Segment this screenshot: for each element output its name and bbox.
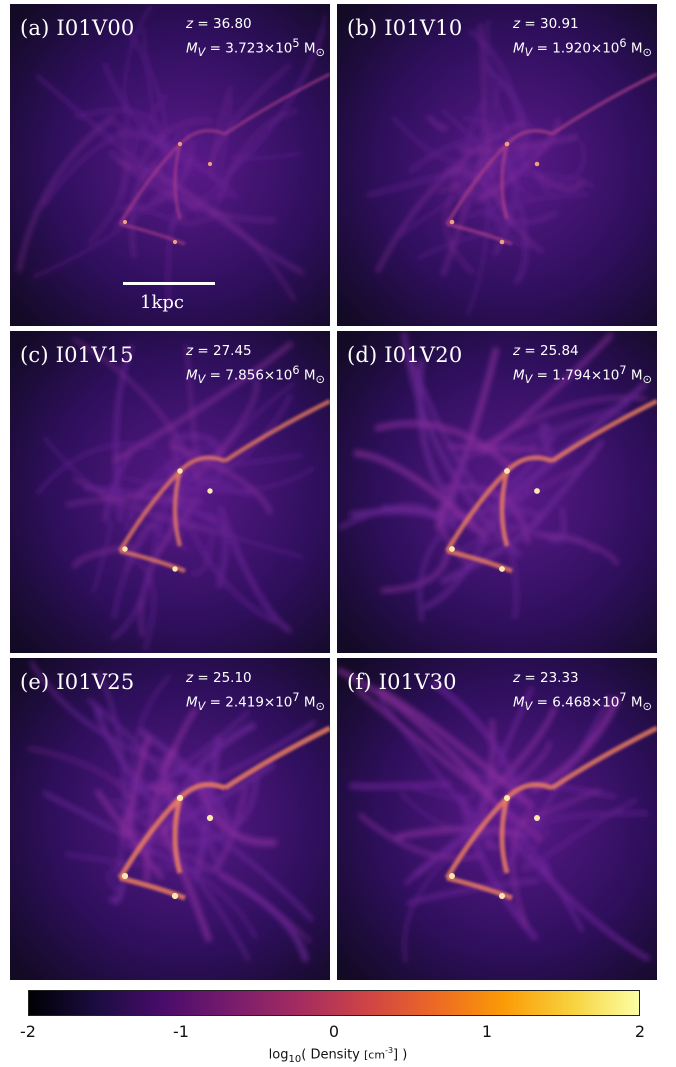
mass-symbol: M [513,41,525,57]
mass-value: = 2.419×10 [210,695,293,711]
mass-value: = 1.920×10 [537,41,620,57]
redshift-symbol: z [186,16,193,32]
redshift-symbol: z [513,343,520,359]
scale-bar [123,282,215,285]
colorbar-tick: 0 [329,1022,339,1041]
solar-mass-unit: M [631,41,643,57]
sun-symbol: ⊙ [316,700,325,713]
sun-symbol: ⊙ [643,373,652,386]
colorbar-tick: 1 [482,1022,492,1041]
solar-mass-unit: M [631,695,643,711]
panel-label-f: (f) I01V30 [347,670,457,694]
panel-label-e: (e) I01V25 [20,670,134,694]
sun-symbol: ⊙ [643,700,652,713]
redshift-value: = 23.33 [524,670,578,686]
panel-info-d: z = 25.84 MV = 1.794×107 M⊙ [513,341,652,390]
sun-symbol: ⊙ [643,46,652,59]
mass-symbol: M [186,695,198,711]
colorbar-label-base: 10 [289,1054,302,1065]
mass-symbol: M [186,368,198,384]
mass-symbol: M [513,368,525,384]
mass-subscript: V [525,373,533,386]
mass-subscript: V [525,700,533,713]
redshift-symbol: z [186,670,193,686]
redshift-symbol: z [513,16,520,32]
solar-mass-unit: M [631,368,643,384]
panel-b: (b) I01V10 z = 30.91 MV = 1.920×106 M⊙ [337,4,657,326]
panel-c: (c) I01V15 z = 27.45 MV = 7.856×106 M⊙ [10,331,330,653]
redshift-value: = 25.10 [197,670,251,686]
solar-mass-unit: M [304,695,316,711]
mass-subscript: V [198,46,206,59]
panel-label-b: (b) I01V10 [347,16,462,40]
scale-bar-label: 1kpc [140,292,184,313]
colorbar-label-end: ] ) [393,1047,407,1062]
colorbar-label-exponent: -3 [385,1046,393,1055]
panel-info-f: z = 23.33 MV = 6.468×107 M⊙ [513,668,652,717]
redshift-value: = 30.91 [524,16,578,32]
solar-mass-unit: M [304,368,316,384]
colorbar-tick: -1 [173,1022,189,1041]
mass-exponent: 5 [292,37,299,50]
colorbar-label: log10( Density [cm-3] ) [0,1046,676,1065]
mass-exponent: 6 [292,364,299,377]
mass-exponent: 6 [619,37,626,50]
colorbar-label-unit: [cm [364,1048,385,1061]
colorbar [28,990,640,1016]
panel-info-b: z = 30.91 MV = 1.920×106 M⊙ [513,14,652,63]
panel-label-d: (d) I01V20 [347,343,462,367]
panel-label-c: (c) I01V15 [20,343,134,367]
mass-subscript: V [198,700,206,713]
mass-symbol: M [513,695,525,711]
mass-value: = 6.468×10 [537,695,620,711]
panel-d: (d) I01V20 z = 25.84 MV = 1.794×107 M⊙ [337,331,657,653]
sun-symbol: ⊙ [316,46,325,59]
solar-mass-unit: M [304,41,316,57]
mass-exponent: 7 [619,691,626,704]
mass-value: = 1.794×10 [537,368,620,384]
redshift-symbol: z [513,670,520,686]
mass-exponent: 7 [619,364,626,377]
mass-value: = 7.856×10 [210,368,293,384]
mass-subscript: V [198,373,206,386]
panel-e: (e) I01V25 z = 25.10 MV = 2.419×107 M⊙ [10,658,330,980]
redshift-value: = 27.45 [197,343,251,359]
mass-subscript: V [525,46,533,59]
redshift-value: = 36.80 [197,16,251,32]
mass-symbol: M [186,41,198,57]
mass-value: = 3.723×10 [210,41,293,57]
panel-a: (a) I01V00 z = 36.80 MV = 3.723×105 M⊙ 1… [10,4,330,326]
redshift-value: = 25.84 [524,343,578,359]
sun-symbol: ⊙ [316,373,325,386]
panel-f: (f) I01V30 z = 23.33 MV = 6.468×107 M⊙ [337,658,657,980]
panel-label-a: (a) I01V00 [20,16,135,40]
redshift-symbol: z [186,343,193,359]
panel-info-a: z = 36.80 MV = 3.723×105 M⊙ [186,14,325,63]
colorbar-tick: -2 [20,1022,36,1041]
mass-exponent: 7 [292,691,299,704]
colorbar-label-quantity: ( Density [301,1047,364,1062]
panel-info-e: z = 25.10 MV = 2.419×107 M⊙ [186,668,325,717]
colorbar-tick: 2 [635,1022,645,1041]
panel-info-c: z = 27.45 MV = 7.856×106 M⊙ [186,341,325,390]
colorbar-label-log: log [269,1047,289,1062]
